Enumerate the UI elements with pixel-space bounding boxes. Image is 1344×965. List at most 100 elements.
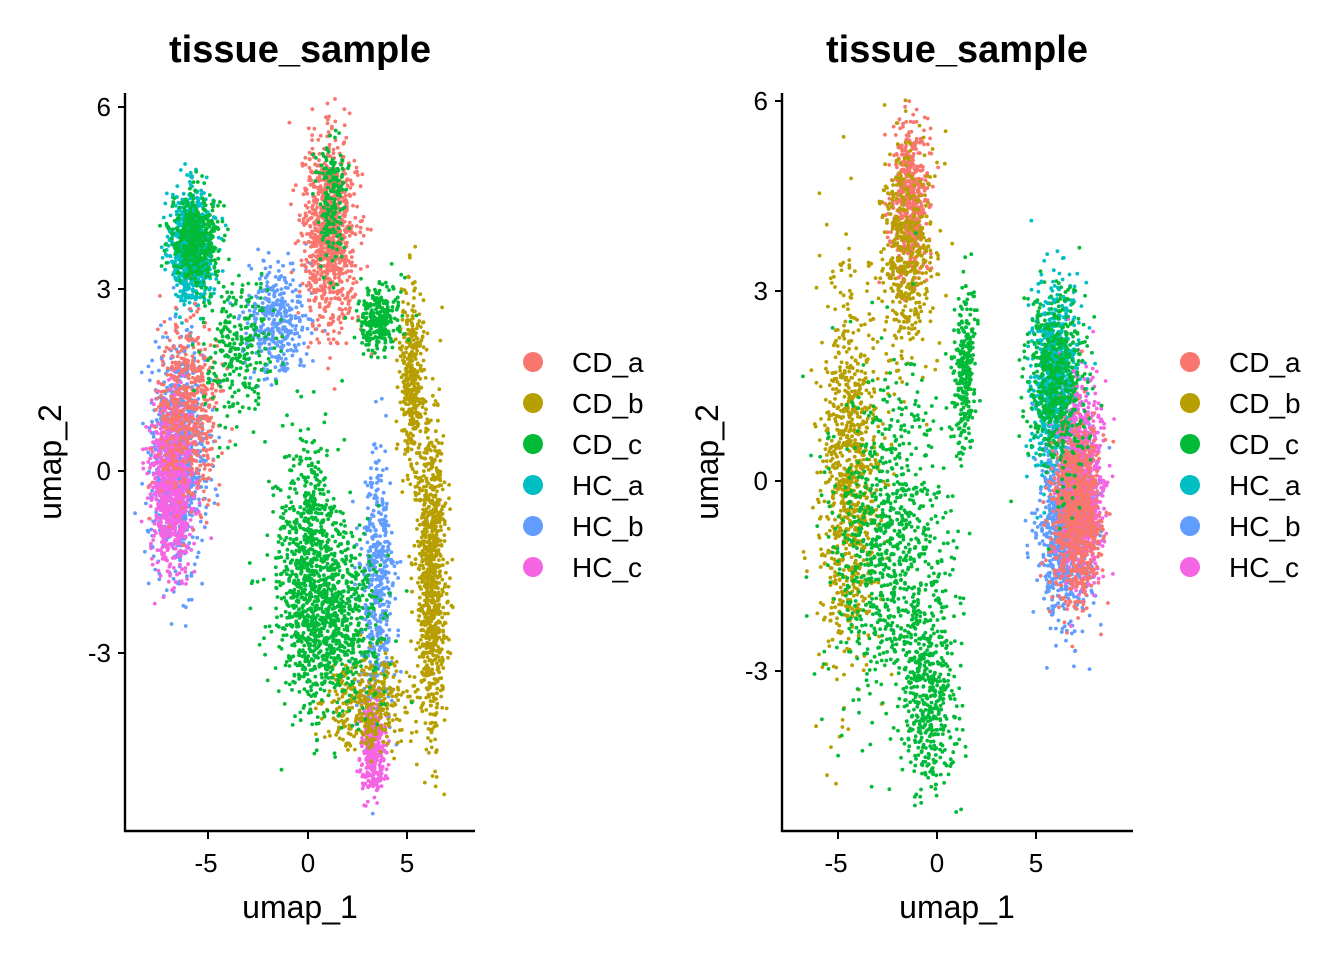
data-point xyxy=(167,512,171,517)
data-point xyxy=(186,496,190,500)
data-point xyxy=(310,146,315,151)
data-point xyxy=(289,202,293,207)
data-point xyxy=(270,329,275,333)
data-point xyxy=(282,352,286,357)
data-point xyxy=(172,527,177,531)
data-point xyxy=(375,475,380,480)
data-point xyxy=(354,165,359,170)
data-point xyxy=(297,289,302,294)
data-point xyxy=(325,121,330,126)
data-point xyxy=(315,317,320,322)
data-point xyxy=(399,669,403,674)
data-point xyxy=(196,550,201,555)
data-point xyxy=(157,345,162,350)
data-point xyxy=(370,544,375,549)
data-point xyxy=(190,415,195,419)
data-point xyxy=(188,170,193,175)
data-point xyxy=(351,281,355,286)
data-point xyxy=(331,151,336,156)
data-point xyxy=(161,475,166,479)
data-point xyxy=(382,777,387,781)
data-point xyxy=(326,248,331,253)
data-point xyxy=(304,269,308,274)
data-point xyxy=(182,299,187,303)
data-point xyxy=(166,243,171,248)
data-point xyxy=(158,294,162,298)
data-point xyxy=(159,323,163,328)
data-point xyxy=(305,205,310,210)
data-point xyxy=(315,271,320,276)
data-point xyxy=(370,450,375,455)
data-point xyxy=(162,504,167,508)
data-point xyxy=(167,483,172,488)
data-point xyxy=(293,288,298,292)
data-point xyxy=(271,301,276,305)
data-point xyxy=(296,342,301,347)
data-point xyxy=(285,361,289,366)
data-point xyxy=(331,337,336,342)
data-point xyxy=(379,590,384,595)
data-point xyxy=(310,229,314,234)
data-point xyxy=(346,311,350,316)
data-point xyxy=(145,471,150,476)
data-point xyxy=(322,282,327,286)
data-point xyxy=(376,542,381,546)
data-point xyxy=(349,181,354,186)
data-point xyxy=(347,192,352,197)
data-point xyxy=(163,534,168,539)
data-point xyxy=(361,772,365,777)
data-point xyxy=(374,488,379,493)
data-point xyxy=(355,224,359,229)
data-point xyxy=(168,213,173,218)
data-point xyxy=(346,258,351,263)
data-point xyxy=(375,788,379,792)
data-point xyxy=(366,506,370,510)
data-point xyxy=(154,531,158,535)
data-point xyxy=(155,396,159,401)
data-point xyxy=(351,499,355,504)
data-point xyxy=(249,266,254,271)
data-point xyxy=(165,373,170,377)
data-point xyxy=(187,300,192,305)
data-point xyxy=(386,639,391,643)
data-point xyxy=(303,211,308,216)
data-point xyxy=(198,459,203,464)
data-point xyxy=(188,307,193,311)
data-point xyxy=(154,408,158,412)
data-point xyxy=(338,297,342,302)
data-point xyxy=(179,529,184,533)
data-point xyxy=(381,468,385,472)
data-point xyxy=(170,543,174,548)
data-point xyxy=(144,425,149,429)
data-point xyxy=(269,383,274,387)
data-point xyxy=(154,517,159,522)
data-point xyxy=(236,316,241,321)
data-point xyxy=(359,241,364,246)
data-point xyxy=(308,305,312,310)
data-point xyxy=(314,227,319,232)
data-point xyxy=(149,398,154,402)
data-point xyxy=(320,195,325,200)
data-point xyxy=(312,126,317,131)
data-point xyxy=(344,341,349,346)
data-point xyxy=(143,549,147,554)
data-point xyxy=(396,576,400,580)
data-point xyxy=(340,308,344,312)
data-point xyxy=(192,351,197,355)
data-point xyxy=(133,511,138,516)
data-point xyxy=(158,517,163,521)
data-point xyxy=(374,399,378,404)
data-point xyxy=(337,268,341,272)
data-point xyxy=(178,479,183,484)
data-point xyxy=(171,576,176,581)
data-point xyxy=(384,622,389,627)
data-point xyxy=(311,203,315,208)
data-point xyxy=(381,757,386,762)
data-point xyxy=(276,277,281,282)
data-point xyxy=(380,764,385,769)
data-point xyxy=(155,486,160,491)
data-point xyxy=(317,189,322,193)
data-point xyxy=(363,480,368,485)
data-point xyxy=(156,568,161,573)
data-point xyxy=(183,566,188,570)
